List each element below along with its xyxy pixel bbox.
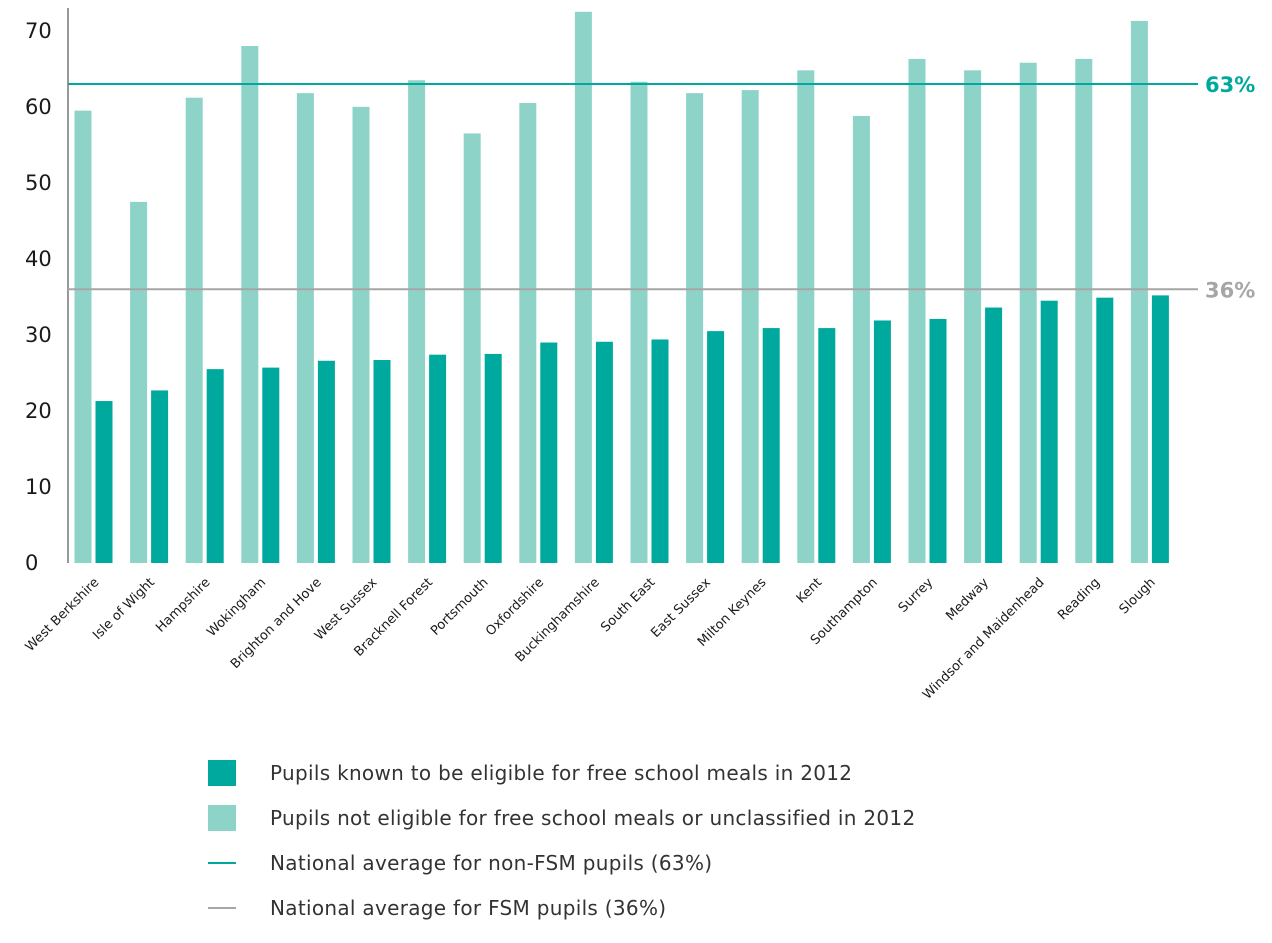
bar-fsm [762, 328, 780, 563]
y-tick-label: 0 [25, 551, 38, 575]
bar-non-fsm [1075, 58, 1093, 563]
reference-label-non-fsm: 63% [1205, 73, 1255, 97]
x-tick-label: Slough [1117, 575, 1159, 617]
legend-label-non-fsm: Pupils not eligible for free school meal… [270, 806, 916, 830]
legend-swatch-fsm [208, 760, 236, 786]
bar-fsm [595, 341, 613, 563]
bar-fsm [429, 354, 447, 563]
bar-non-fsm [185, 97, 203, 563]
bar-fsm [651, 339, 669, 563]
chart-legend: Pupils known to be eligible for free sch… [208, 755, 916, 926]
bar-non-fsm [130, 201, 148, 563]
legend-item-non-fsm-average: National average for non-FSM pupils (63%… [208, 845, 916, 881]
bar-non-fsm [1130, 20, 1148, 563]
bar-fsm [707, 331, 725, 563]
bar-non-fsm [686, 93, 704, 563]
y-tick-label: 30 [25, 323, 52, 347]
bar-non-fsm [296, 93, 314, 563]
bar-non-fsm [352, 106, 370, 563]
bar-fsm [540, 342, 558, 563]
bar-non-fsm [408, 80, 426, 564]
y-tick-label: 10 [25, 475, 52, 499]
legend-line-fsm-average [208, 907, 236, 909]
bar-fsm [484, 353, 502, 563]
bar-non-fsm [463, 133, 481, 564]
bar-non-fsm [797, 70, 815, 563]
legend-swatch-non-fsm [208, 805, 236, 831]
legend-item-fsm-average: National average for FSM pupils (36%) [208, 890, 916, 926]
y-tick-label: 20 [25, 399, 52, 423]
x-tick-label: Reading [1055, 575, 1103, 623]
legend-item-non-fsm: Pupils not eligible for free school meal… [208, 800, 916, 836]
bar-fsm [929, 318, 947, 563]
bar-non-fsm [741, 90, 759, 563]
bar-fsm [262, 367, 280, 563]
bar-fsm [151, 390, 169, 563]
bar-non-fsm [519, 103, 537, 564]
bar-non-fsm [74, 110, 92, 563]
legend-label-fsm: Pupils known to be eligible for free sch… [270, 761, 853, 785]
bar-fsm [985, 307, 1003, 563]
legend-label-fsm-average: National average for FSM pupils (36%) [270, 896, 667, 920]
reference-label-fsm: 36% [1205, 278, 1255, 302]
bar-non-fsm [964, 70, 982, 563]
bar-fsm [373, 360, 391, 563]
bar-fsm [873, 320, 891, 563]
x-tick-label: Hampshire [153, 575, 213, 635]
x-tick-label: South East [598, 575, 658, 635]
bar-fsm [206, 369, 224, 563]
bar-fsm [95, 401, 113, 563]
bar-non-fsm [241, 46, 259, 564]
bar-fsm [1096, 297, 1114, 563]
x-tick-label: Surrey [896, 575, 937, 616]
y-tick-label: 60 [25, 95, 52, 119]
legend-item-fsm: Pupils known to be eligible for free sch… [208, 755, 916, 791]
bar-non-fsm [630, 81, 648, 563]
bar-fsm [1151, 295, 1169, 563]
x-tick-label: Kent [794, 575, 825, 606]
bar-fsm [818, 328, 836, 563]
x-tick-label: Windsor and Maidenhead [920, 575, 1047, 702]
y-tick-label: 40 [25, 247, 52, 271]
x-tick-label: Medway [943, 575, 992, 624]
bar-fsm [1040, 300, 1058, 563]
bar-non-fsm [574, 11, 592, 563]
x-tick-label: Brighton and Hove [228, 575, 325, 672]
bar-non-fsm [1019, 62, 1037, 564]
x-tick-label: West Berkshire [23, 575, 103, 655]
y-tick-label: 50 [25, 171, 52, 195]
bar-fsm [317, 360, 335, 563]
legend-line-non-fsm-average [208, 862, 236, 864]
y-tick-label: 70 [25, 19, 52, 43]
bar-non-fsm [908, 58, 926, 563]
x-tick-label: Portsmouth [428, 575, 491, 638]
bar-non-fsm [852, 115, 870, 564]
legend-label-non-fsm-average: National average for non-FSM pupils (63%… [270, 851, 713, 875]
